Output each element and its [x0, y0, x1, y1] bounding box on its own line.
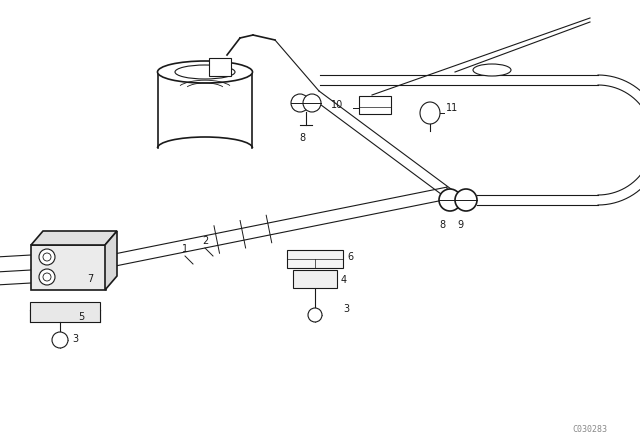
Text: 9: 9 [457, 220, 463, 230]
Polygon shape [105, 231, 117, 290]
Circle shape [43, 273, 51, 281]
Circle shape [439, 189, 461, 211]
Ellipse shape [157, 61, 253, 83]
Text: 5: 5 [78, 312, 84, 322]
Circle shape [291, 94, 309, 112]
Text: 8: 8 [299, 133, 305, 143]
Text: 7: 7 [87, 274, 93, 284]
Polygon shape [31, 231, 117, 245]
Text: 6: 6 [347, 252, 353, 262]
Text: 3: 3 [343, 304, 349, 314]
Text: 4: 4 [341, 275, 347, 285]
Text: 3: 3 [72, 334, 78, 344]
Text: 2: 2 [202, 236, 208, 246]
Ellipse shape [175, 65, 235, 79]
FancyBboxPatch shape [30, 302, 100, 322]
Ellipse shape [420, 102, 440, 124]
Text: 11: 11 [446, 103, 458, 113]
FancyBboxPatch shape [293, 270, 337, 288]
Text: 10: 10 [331, 100, 343, 110]
Bar [31, 245, 106, 290]
Text: 8: 8 [439, 220, 445, 230]
Circle shape [43, 253, 51, 261]
Circle shape [455, 189, 477, 211]
Circle shape [52, 332, 68, 348]
FancyBboxPatch shape [359, 96, 391, 114]
Text: C030283: C030283 [572, 425, 607, 434]
Circle shape [39, 269, 55, 285]
FancyBboxPatch shape [209, 58, 231, 76]
Circle shape [303, 94, 321, 112]
Text: 1: 1 [182, 244, 188, 254]
Ellipse shape [473, 64, 511, 76]
FancyBboxPatch shape [287, 250, 343, 268]
Circle shape [39, 249, 55, 265]
Circle shape [308, 308, 322, 322]
